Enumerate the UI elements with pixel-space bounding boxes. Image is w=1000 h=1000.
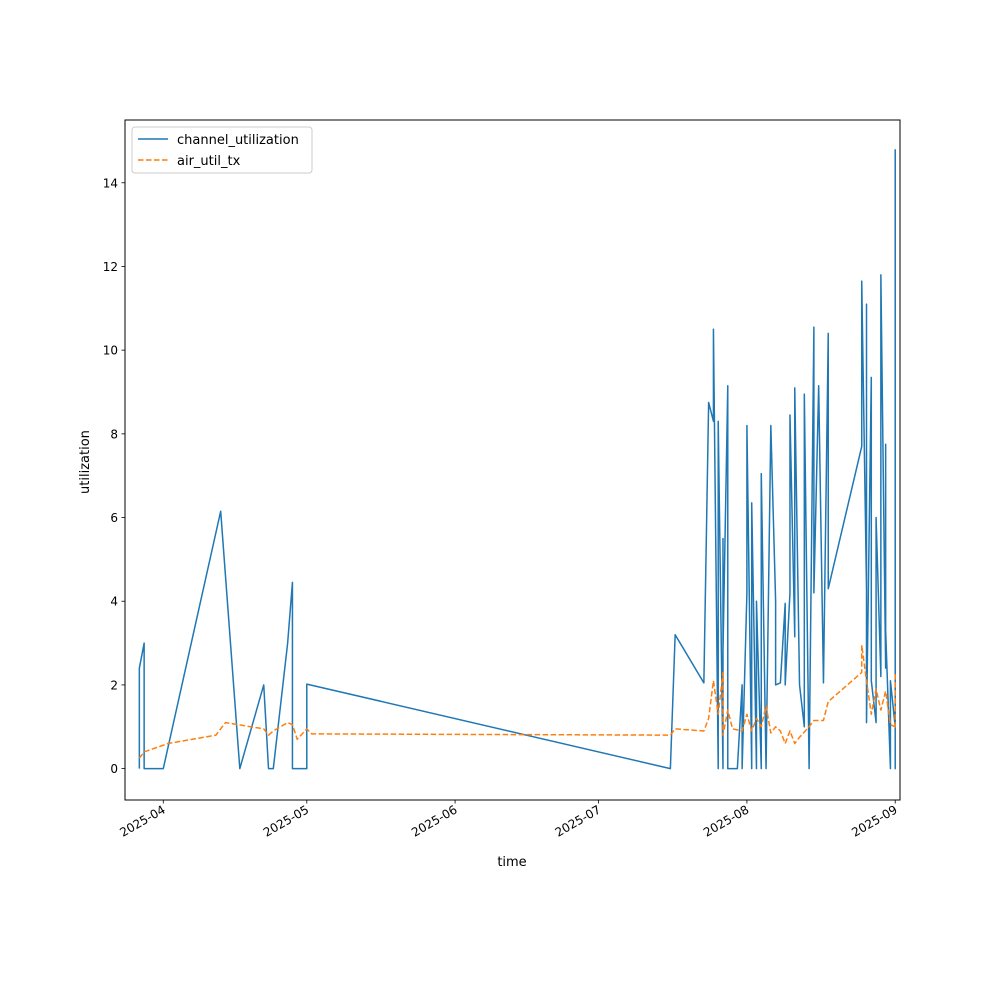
legend-label-channel-utilization: channel_utilization bbox=[177, 133, 299, 148]
x-tick-label: 2025-08 bbox=[701, 802, 751, 839]
x-axis-label: time bbox=[497, 855, 526, 870]
series-layer bbox=[138, 149, 896, 770]
plot-area bbox=[125, 120, 900, 800]
y-tick-label: 4 bbox=[110, 595, 118, 609]
x-tick-label: 2025-04 bbox=[117, 802, 167, 839]
x-tick-label: 2025-05 bbox=[261, 802, 311, 839]
legend: channel_utilization air_util_tx bbox=[131, 126, 313, 174]
y-axis: 0 2 4 6 8 10 12 14 bbox=[103, 176, 125, 776]
y-tick-label: 8 bbox=[110, 427, 118, 441]
legend-box bbox=[131, 126, 313, 174]
y-tick-label: 0 bbox=[110, 762, 118, 776]
x-axis: 2025-04 2025-05 2025-06 2025-07 2025-08 2025-… bbox=[117, 800, 900, 840]
x-tick-label: 2025-09 bbox=[849, 802, 899, 839]
y-tick-label: 14 bbox=[103, 176, 118, 190]
legend-label-air-util-tx: air_util_tx bbox=[177, 154, 241, 169]
y-tick-label: 10 bbox=[103, 344, 118, 358]
x-tick-label: 2025-07 bbox=[553, 802, 603, 839]
y-tick-label: 6 bbox=[110, 511, 118, 525]
y-tick-label: 2 bbox=[110, 678, 118, 692]
series-line-air-util-tx bbox=[138, 644, 896, 759]
series-line-channel-utilization bbox=[138, 149, 896, 770]
y-axis-label: utilization bbox=[78, 430, 93, 494]
y-tick-label: 12 bbox=[103, 260, 118, 274]
plot-frame bbox=[124, 119, 901, 801]
x-tick-label: 2025-06 bbox=[409, 802, 459, 839]
